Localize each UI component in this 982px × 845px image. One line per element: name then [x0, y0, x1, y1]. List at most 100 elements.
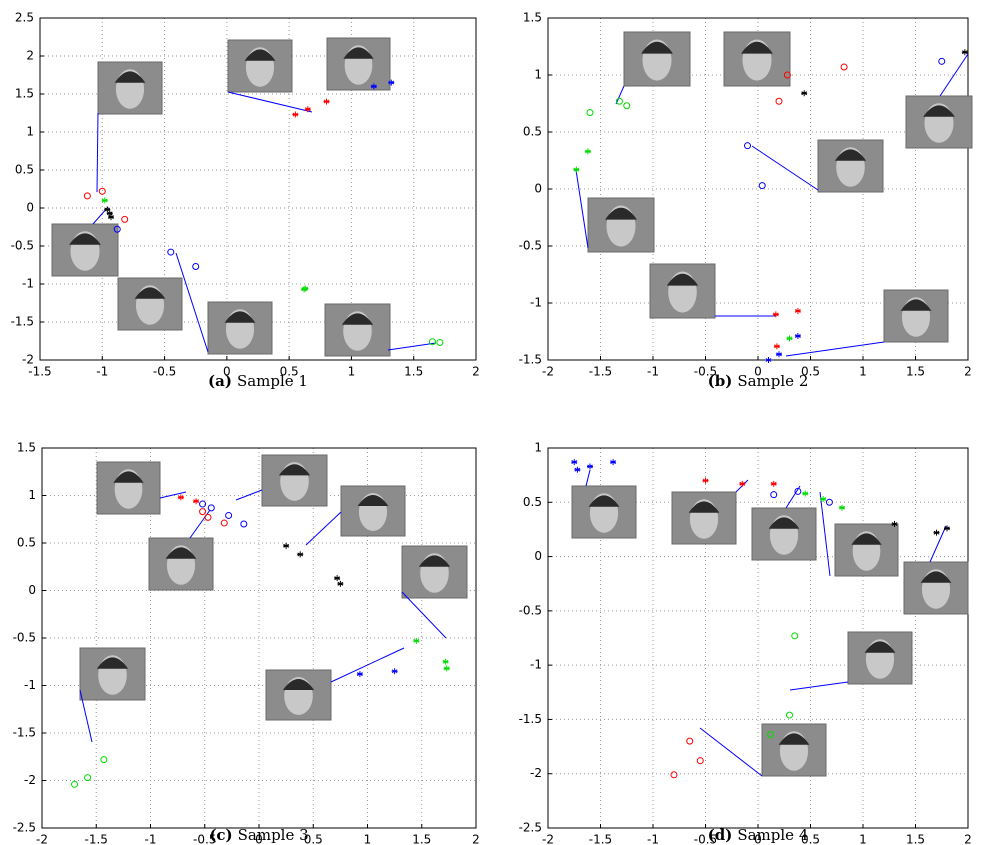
point: [840, 63, 848, 71]
point: [443, 665, 450, 672]
point: [104, 206, 111, 213]
y-tick-label: -1: [530, 658, 542, 672]
point: [84, 774, 92, 782]
point: [791, 632, 799, 640]
point: [770, 480, 777, 487]
hair: [69, 233, 101, 245]
hair: [666, 273, 699, 286]
point: [938, 57, 946, 65]
hair: [418, 555, 451, 567]
point: [83, 192, 91, 200]
x-tick-label: -0.5: [153, 365, 176, 379]
hair: [605, 207, 637, 220]
point: [776, 351, 782, 358]
x-tick-label: 1: [364, 833, 372, 845]
point: [801, 90, 808, 97]
panel: -2 -1.5 -1 -0.5 0 0.5 1 1.5 2-2.5-2-1.5-1-0.500.…: [519, 441, 972, 845]
point: [113, 225, 121, 233]
point: [610, 459, 617, 466]
x-tick-label: -2: [542, 365, 554, 379]
point: [428, 338, 436, 346]
y-tick-label: -0.5: [11, 239, 34, 253]
point: [820, 496, 827, 503]
panel: -2 -1.5 -1 -0.5 0 0.5 1 1.5 2-1.5-1-0.500.511.5(…: [519, 11, 973, 390]
y-tick-label: 0: [534, 182, 542, 196]
point: [584, 148, 591, 155]
caption: (a) Sample 1: [208, 372, 308, 390]
y-tick-label: 0: [534, 549, 542, 563]
point: [794, 307, 801, 314]
y-tick-label: -1.5: [519, 353, 542, 367]
point: [388, 79, 395, 86]
hair: [778, 733, 810, 745]
x-tick-label: 0.5: [801, 365, 820, 379]
panel: -1.5 -1 -0.5 0 0.5 1 1.5 2-2-1.5-1-0.500.511.52…: [11, 11, 480, 391]
point: [100, 756, 108, 764]
point: [199, 508, 207, 516]
point: [758, 182, 766, 190]
x-tick-label: 0: [255, 833, 263, 845]
hair: [341, 313, 374, 325]
x-tick-label: 1.5: [906, 833, 925, 845]
point: [334, 575, 341, 582]
point: [98, 187, 106, 195]
point: [121, 215, 129, 223]
point: [283, 542, 290, 549]
hair: [641, 41, 673, 54]
point: [767, 731, 775, 739]
hair: [741, 41, 773, 54]
x-tick-label: -2: [36, 833, 48, 845]
y-tick-label: 1.5: [15, 87, 34, 101]
point: [436, 339, 444, 347]
y-tick-label: -0.5: [519, 239, 542, 253]
plot-frame: [39, 17, 477, 361]
point: [739, 480, 746, 487]
x-tick-label: 1: [859, 833, 867, 845]
y-tick-label: -2: [22, 353, 34, 367]
x-tick-label: 1.5: [906, 365, 925, 379]
point: [773, 343, 780, 350]
x-tick-label: -0.5: [694, 365, 717, 379]
point: [944, 525, 950, 532]
point: [571, 459, 578, 466]
y-tick-label: -0.5: [519, 603, 542, 617]
y-tick-label: 1.5: [523, 11, 542, 25]
point: [891, 521, 898, 527]
caption-label: (c): [209, 826, 232, 844]
point: [775, 97, 783, 105]
connector-line: [929, 525, 947, 563]
point: [574, 466, 581, 473]
hair: [343, 47, 374, 59]
hair: [113, 471, 144, 483]
y-tick-label: 0: [28, 583, 36, 597]
point: [225, 511, 233, 519]
x-tick-label: 0.5: [801, 833, 820, 845]
y-tick-label: 1: [534, 68, 542, 82]
x-tick-label: 2: [472, 365, 480, 379]
point: [825, 498, 833, 506]
x-tick-label: -1: [647, 365, 659, 379]
hair: [96, 657, 129, 669]
panel: -2 -1.5 -1 -0.5 0 0.5 1 1.5 2-2.5-2-1.5-1-0.500.…: [13, 441, 480, 845]
point: [783, 71, 791, 79]
x-tick-label: -1: [96, 365, 108, 379]
x-tick-label: -1.5: [589, 365, 612, 379]
hair: [864, 641, 896, 653]
y-tick-label: -1: [22, 277, 34, 291]
y-tick-label: 2.5: [15, 11, 34, 25]
point: [240, 520, 248, 528]
point: [586, 109, 594, 117]
point: [167, 248, 175, 256]
x-tick-label: -1: [145, 833, 157, 845]
x-tick-label: 0.5: [280, 365, 299, 379]
y-tick-label: -1.5: [11, 315, 34, 329]
caption: (c) Sample 3: [209, 826, 308, 844]
connector-line: [751, 145, 819, 191]
connector-line: [330, 647, 405, 683]
y-tick-label: -1: [24, 678, 36, 692]
caption-label: (a): [208, 372, 232, 390]
point: [772, 311, 779, 318]
hair: [114, 71, 146, 83]
caption-text: Sample 4: [737, 826, 808, 844]
